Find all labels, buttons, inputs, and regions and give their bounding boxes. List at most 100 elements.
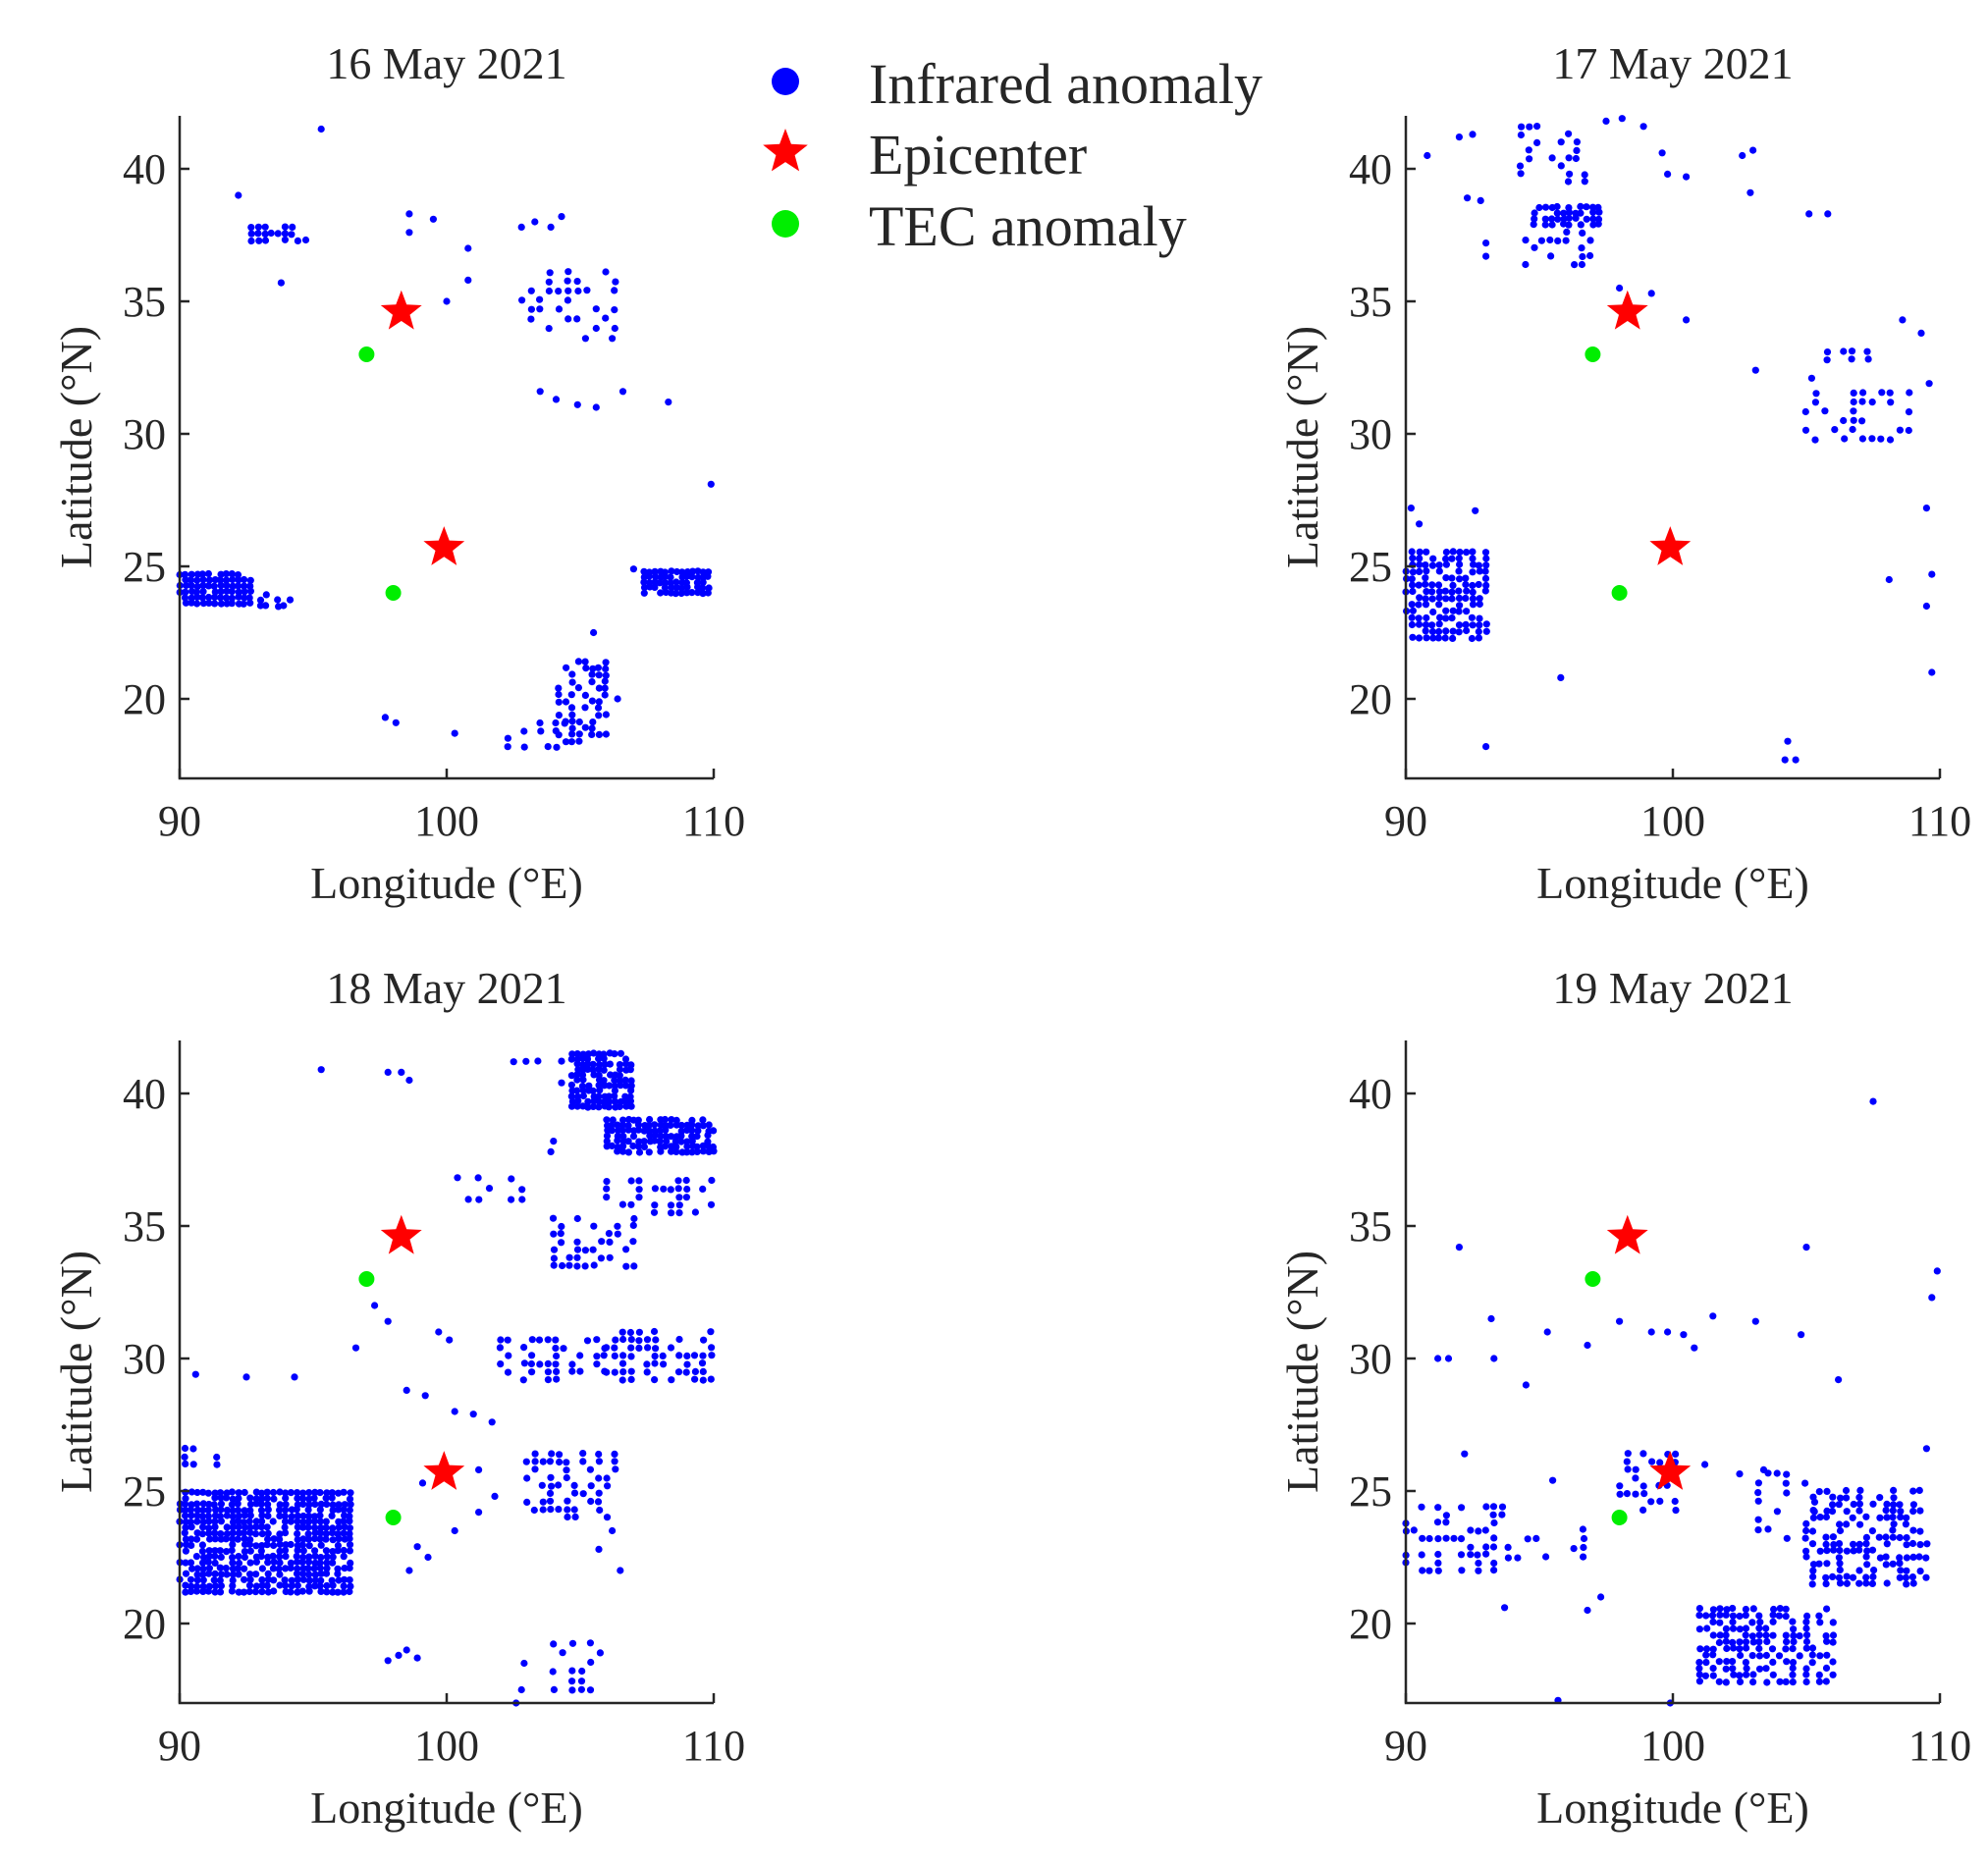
- infrared-point: [1810, 1498, 1819, 1506]
- infrared-point: [1434, 1355, 1442, 1362]
- infrared-point: [241, 1548, 248, 1556]
- infrared-point: [611, 1082, 618, 1090]
- infrared-point: [1856, 1486, 1864, 1494]
- infrared-point: [1836, 1566, 1844, 1573]
- infrared-point: [228, 1501, 236, 1509]
- infrared-point: [1783, 1534, 1791, 1542]
- infrared-point: [558, 1239, 565, 1247]
- infrared-point: [1916, 1541, 1924, 1549]
- infrared-point: [280, 602, 288, 610]
- infrared-point: [609, 1116, 617, 1124]
- infrared-point: [294, 1494, 301, 1503]
- infrared-point: [193, 1500, 201, 1508]
- infrared-point: [601, 1098, 609, 1106]
- infrared-point: [270, 1535, 278, 1543]
- infrared-point: [1435, 594, 1443, 602]
- infrared-point: [539, 1458, 547, 1465]
- tec-marker: [385, 1510, 402, 1525]
- infrared-point: [228, 594, 236, 603]
- infrared-point: [1572, 154, 1580, 163]
- infrared-point: [546, 1458, 555, 1465]
- infrared-point: [1448, 555, 1456, 562]
- infrared-point: [305, 1576, 313, 1584]
- infrared-point: [310, 1494, 318, 1502]
- infrared-point: [1824, 210, 1832, 218]
- infrared-point: [558, 1079, 565, 1087]
- infrared-point: [256, 596, 265, 605]
- infrared-point: [235, 1559, 243, 1568]
- infrared-point: [1577, 209, 1585, 217]
- infrared-point: [555, 690, 563, 699]
- infrared-point: [531, 218, 539, 226]
- infrared-point: [544, 1359, 552, 1367]
- infrared-point: [323, 1581, 331, 1590]
- infrared-point: [568, 678, 576, 686]
- infrared-point: [316, 1564, 324, 1572]
- infrared-point: [618, 1121, 626, 1129]
- infrared-point: [245, 1518, 253, 1525]
- infrared-point: [627, 1177, 635, 1185]
- infrared-point: [1418, 1551, 1425, 1559]
- infrared-point: [608, 1121, 616, 1129]
- epicenter-marker: [1606, 290, 1648, 330]
- infrared-point: [651, 1137, 659, 1145]
- infrared-point: [1862, 1513, 1870, 1520]
- infrared-point: [1416, 560, 1424, 568]
- infrared-point: [469, 1411, 477, 1418]
- infrared-point: [316, 1518, 324, 1525]
- infrared-point: [241, 588, 248, 596]
- infrared-point: [605, 1103, 613, 1111]
- infrared-point: [1815, 1671, 1823, 1678]
- infrared-point: [567, 1092, 575, 1100]
- infrared-point: [1422, 580, 1429, 588]
- infrared-point: [429, 215, 437, 223]
- infrared-point: [584, 1060, 592, 1068]
- x-tick-label: 110: [682, 797, 745, 845]
- infrared-point: [241, 1488, 248, 1497]
- infrared-point: [211, 1588, 219, 1596]
- infrared-point: [1490, 1559, 1498, 1568]
- infrared-point: [258, 1565, 266, 1572]
- infrared-point: [1890, 1520, 1898, 1528]
- infrared-point: [705, 1121, 713, 1129]
- infrared-point: [656, 1138, 664, 1145]
- infrared-point: [550, 1261, 558, 1269]
- infrared-point: [1573, 138, 1581, 146]
- y-tick-label: 40: [1349, 1070, 1392, 1118]
- infrared-point: [683, 568, 692, 576]
- infrared-point: [622, 1246, 630, 1253]
- infrared-point: [269, 1565, 277, 1572]
- infrared-point: [199, 1518, 207, 1525]
- infrared-point: [384, 1657, 392, 1665]
- infrared-point: [211, 593, 219, 602]
- infrared-point: [1790, 1638, 1798, 1646]
- infrared-point: [1469, 588, 1477, 596]
- infrared-point: [222, 594, 231, 602]
- infrared-point: [1583, 203, 1590, 211]
- infrared-point: [688, 1116, 696, 1124]
- infrared-point: [181, 1453, 188, 1461]
- infrared-point: [578, 1667, 586, 1676]
- infrared-point: [595, 1545, 603, 1553]
- infrared-point: [1822, 1540, 1830, 1548]
- infrared-point: [246, 1575, 254, 1583]
- infrared-point: [210, 582, 218, 590]
- infrared-point: [1462, 620, 1470, 629]
- infrared-point: [1863, 1561, 1871, 1569]
- infrared-point: [340, 1582, 348, 1590]
- infrared-point: [527, 315, 535, 323]
- infrared-point: [581, 1247, 590, 1254]
- infrared-point: [246, 1536, 254, 1544]
- infrared-point: [276, 1506, 284, 1514]
- infrared-point: [1415, 601, 1423, 609]
- infrared-point: [707, 480, 715, 488]
- infrared-point: [659, 1352, 667, 1359]
- infrared-point: [1729, 1612, 1737, 1620]
- infrared-point: [1537, 237, 1545, 244]
- infrared-point: [1922, 505, 1930, 512]
- infrared-point: [1836, 1546, 1844, 1555]
- infrared-point: [504, 1336, 511, 1344]
- infrared-point: [1632, 1465, 1639, 1473]
- infrared-point: [246, 582, 254, 590]
